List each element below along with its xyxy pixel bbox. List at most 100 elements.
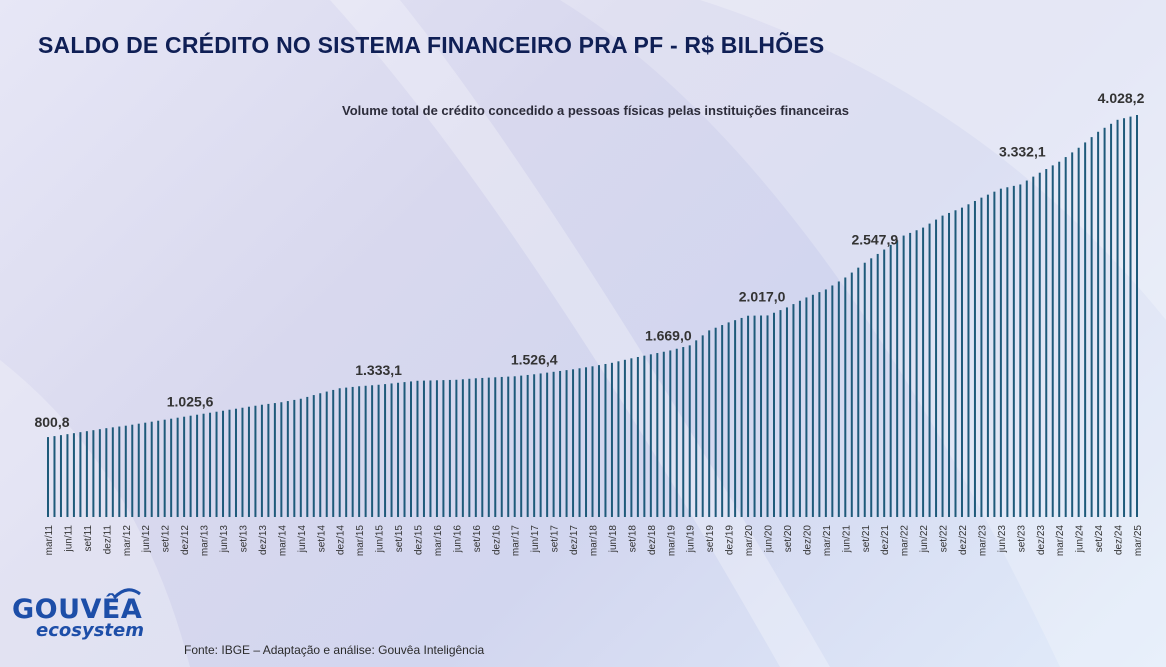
x-tick-label: jun/16 <box>452 525 463 554</box>
bar <box>85 431 88 517</box>
bar <box>293 399 296 517</box>
bar <box>47 437 49 517</box>
bar <box>1038 172 1041 517</box>
x-tick-label: mar/15 <box>355 525 366 557</box>
bar <box>1045 169 1048 518</box>
bar <box>773 312 775 517</box>
bar <box>889 244 892 517</box>
bar <box>1058 161 1061 517</box>
x-tick-label: dez/22 <box>958 525 969 555</box>
chart-subtitle: Volume total de crédito concedido a pess… <box>342 103 849 118</box>
bar <box>669 350 672 517</box>
bar <box>844 277 847 517</box>
bar <box>662 351 665 517</box>
bar <box>189 415 192 517</box>
bar <box>824 289 827 517</box>
bar <box>124 425 127 517</box>
bar <box>610 362 613 517</box>
bar <box>338 388 341 517</box>
bar <box>747 315 750 517</box>
x-tick-label: dez/14 <box>336 525 347 555</box>
bar <box>364 385 367 517</box>
x-tick-label: jun/17 <box>530 525 541 554</box>
bar <box>760 315 763 517</box>
bar <box>837 281 840 517</box>
bar <box>468 378 471 517</box>
bar <box>111 427 114 517</box>
bar <box>448 379 451 517</box>
bar <box>701 335 704 517</box>
bar <box>1110 123 1113 518</box>
bar <box>999 188 1002 518</box>
bar <box>948 212 951 517</box>
data-label: 1.526,4 <box>511 351 558 367</box>
x-tick-label: dez/20 <box>802 525 813 555</box>
bar <box>565 370 568 517</box>
bar <box>131 424 134 517</box>
bar <box>993 191 996 517</box>
bar <box>403 382 406 517</box>
bar <box>740 317 743 517</box>
bar <box>72 433 75 517</box>
x-tick-label: mar/21 <box>822 525 833 557</box>
bar <box>967 204 970 518</box>
x-tick-label: jun/22 <box>919 525 930 554</box>
bar <box>695 340 698 517</box>
bar <box>552 371 555 517</box>
x-tick-label: set/12 <box>161 525 172 553</box>
bar <box>604 363 607 517</box>
x-tick-label: jun/13 <box>219 525 230 554</box>
bar <box>59 435 62 517</box>
bar <box>591 366 594 517</box>
bar <box>870 258 873 517</box>
bar <box>766 315 769 517</box>
data-label: 2.547,9 <box>851 232 898 248</box>
x-tick-label: mar/19 <box>666 525 677 557</box>
bar <box>1090 137 1093 518</box>
bar <box>332 389 335 517</box>
bar <box>909 232 912 517</box>
bar <box>481 377 484 517</box>
bar <box>273 403 276 517</box>
bar <box>617 361 620 517</box>
bar <box>1136 115 1138 517</box>
bar <box>209 412 212 517</box>
bar <box>410 381 412 517</box>
chart-title: SALDO DE CRÉDITO NO SISTEMA FINANCEIRO P… <box>38 32 825 58</box>
bar <box>397 382 400 517</box>
x-tick-label: set/20 <box>783 525 794 553</box>
bar <box>1071 152 1074 517</box>
bar <box>986 194 989 517</box>
x-tick-label: dez/17 <box>569 525 580 555</box>
x-tick-label: jun/24 <box>1075 525 1086 554</box>
bar <box>1123 118 1126 518</box>
bar <box>429 380 432 517</box>
bar <box>267 403 270 517</box>
bar <box>526 374 529 517</box>
bar <box>247 406 250 517</box>
bar <box>144 422 147 517</box>
bar <box>306 396 309 517</box>
bar <box>53 436 56 517</box>
bar <box>254 405 257 517</box>
bar <box>850 272 853 517</box>
bar <box>500 376 503 517</box>
x-tick-label: dez/21 <box>880 525 891 555</box>
x-tick-label: dez/23 <box>1036 525 1047 555</box>
bar <box>98 429 101 517</box>
bar <box>578 368 581 517</box>
x-tick-label: set/22 <box>939 525 950 553</box>
bar <box>1064 157 1067 517</box>
logo-main-text: GOUVÊA <box>12 594 143 625</box>
logo-sub-text: ecosystem <box>36 620 144 641</box>
bar <box>960 207 963 517</box>
bar <box>435 380 438 517</box>
x-tick-label: jun/15 <box>375 525 386 554</box>
bar <box>1025 180 1028 518</box>
data-label: 3.332,1 <box>999 144 1046 160</box>
bar <box>1012 185 1015 517</box>
bar <box>863 262 866 517</box>
bar <box>150 421 153 517</box>
bar <box>753 315 756 517</box>
bar <box>572 369 575 517</box>
